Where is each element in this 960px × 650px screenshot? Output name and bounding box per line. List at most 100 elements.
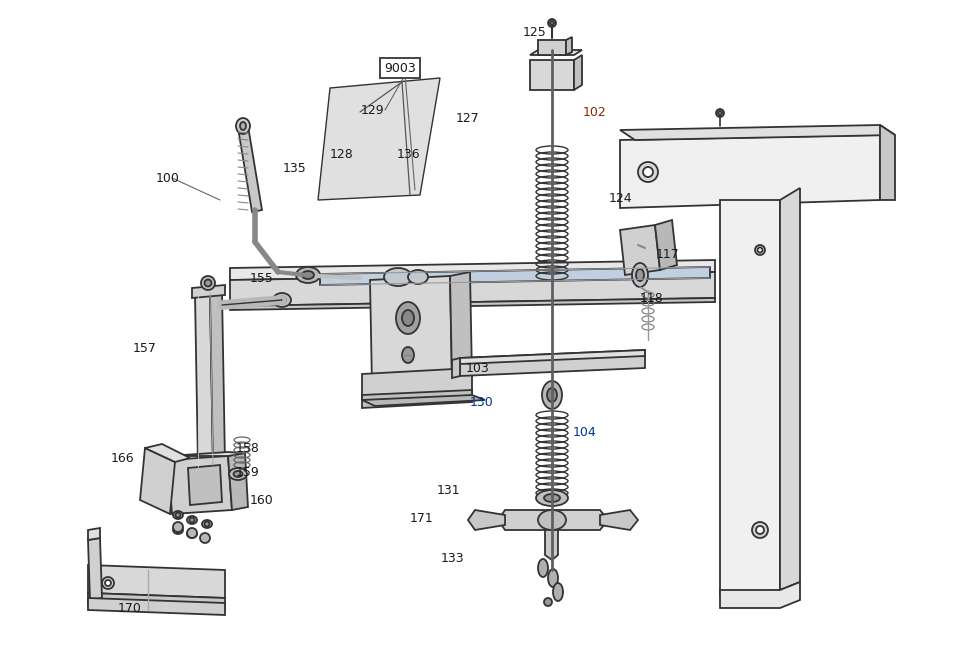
Polygon shape xyxy=(620,225,660,275)
Text: 159: 159 xyxy=(236,465,260,478)
Ellipse shape xyxy=(548,569,558,587)
Polygon shape xyxy=(88,528,100,540)
Text: 127: 127 xyxy=(456,112,480,125)
Polygon shape xyxy=(230,298,715,310)
Polygon shape xyxy=(460,350,645,364)
Polygon shape xyxy=(238,126,262,212)
Ellipse shape xyxy=(200,533,210,543)
Polygon shape xyxy=(720,582,800,608)
Ellipse shape xyxy=(173,511,183,519)
Polygon shape xyxy=(780,188,800,590)
Polygon shape xyxy=(538,40,566,55)
Text: 135: 135 xyxy=(283,161,307,174)
Ellipse shape xyxy=(229,468,247,480)
Text: 117: 117 xyxy=(656,248,680,261)
Circle shape xyxy=(102,577,114,589)
Polygon shape xyxy=(450,272,472,380)
Polygon shape xyxy=(228,453,248,510)
Text: 130: 130 xyxy=(470,395,493,408)
Polygon shape xyxy=(566,37,572,55)
Text: 104: 104 xyxy=(573,426,597,439)
Polygon shape xyxy=(655,220,677,270)
Polygon shape xyxy=(88,565,225,598)
Circle shape xyxy=(204,521,209,527)
Polygon shape xyxy=(210,291,225,465)
Polygon shape xyxy=(320,267,710,285)
Circle shape xyxy=(752,522,768,538)
Polygon shape xyxy=(530,60,574,90)
Polygon shape xyxy=(362,395,485,406)
Polygon shape xyxy=(545,530,558,560)
Polygon shape xyxy=(468,510,505,530)
Polygon shape xyxy=(362,390,472,408)
Text: 170: 170 xyxy=(118,601,142,614)
Circle shape xyxy=(643,167,653,177)
Polygon shape xyxy=(88,538,102,600)
Ellipse shape xyxy=(204,280,211,287)
Circle shape xyxy=(755,245,765,255)
Polygon shape xyxy=(880,125,895,200)
Ellipse shape xyxy=(536,490,568,506)
Polygon shape xyxy=(452,358,460,378)
Circle shape xyxy=(757,248,762,252)
Ellipse shape xyxy=(173,526,183,534)
Polygon shape xyxy=(88,593,225,610)
Text: 124: 124 xyxy=(609,192,632,205)
Ellipse shape xyxy=(547,388,557,402)
Text: 131: 131 xyxy=(436,484,460,497)
Ellipse shape xyxy=(236,118,250,134)
Polygon shape xyxy=(720,200,780,595)
Ellipse shape xyxy=(544,494,560,502)
Polygon shape xyxy=(145,444,190,462)
Ellipse shape xyxy=(544,598,552,606)
Ellipse shape xyxy=(553,583,563,601)
Polygon shape xyxy=(600,510,638,530)
Text: 158: 158 xyxy=(236,441,260,454)
Ellipse shape xyxy=(384,268,412,286)
Text: 128: 128 xyxy=(330,148,354,161)
Text: 9003: 9003 xyxy=(384,62,416,75)
Ellipse shape xyxy=(632,263,648,287)
Text: 136: 136 xyxy=(396,148,420,161)
Ellipse shape xyxy=(538,510,566,530)
Polygon shape xyxy=(498,510,608,530)
Polygon shape xyxy=(230,272,715,306)
Text: 133: 133 xyxy=(441,551,464,564)
Polygon shape xyxy=(530,50,582,55)
Text: 103: 103 xyxy=(467,361,490,374)
Text: 129: 129 xyxy=(360,103,384,116)
Ellipse shape xyxy=(201,276,215,290)
Ellipse shape xyxy=(173,522,183,532)
Ellipse shape xyxy=(396,302,420,334)
Ellipse shape xyxy=(278,296,286,304)
Polygon shape xyxy=(620,125,895,140)
Ellipse shape xyxy=(408,270,428,284)
Text: 125: 125 xyxy=(523,25,547,38)
Circle shape xyxy=(756,526,764,534)
Ellipse shape xyxy=(233,471,243,477)
Text: 155: 155 xyxy=(250,272,274,285)
Polygon shape xyxy=(362,368,472,400)
Ellipse shape xyxy=(240,122,246,130)
Polygon shape xyxy=(318,78,440,200)
Polygon shape xyxy=(88,598,225,615)
Ellipse shape xyxy=(296,267,320,283)
Ellipse shape xyxy=(273,293,291,307)
Ellipse shape xyxy=(187,528,197,538)
Ellipse shape xyxy=(538,559,548,577)
Polygon shape xyxy=(574,55,582,90)
Ellipse shape xyxy=(716,109,724,117)
Polygon shape xyxy=(370,276,452,386)
Polygon shape xyxy=(168,456,232,514)
Polygon shape xyxy=(168,452,245,456)
Polygon shape xyxy=(460,350,645,376)
Text: 100: 100 xyxy=(156,172,180,185)
Text: 171: 171 xyxy=(410,512,434,525)
Circle shape xyxy=(638,162,658,182)
Polygon shape xyxy=(192,285,225,298)
Polygon shape xyxy=(188,465,222,505)
Ellipse shape xyxy=(402,347,414,363)
Polygon shape xyxy=(620,135,880,208)
Polygon shape xyxy=(230,260,715,280)
Ellipse shape xyxy=(202,520,212,528)
